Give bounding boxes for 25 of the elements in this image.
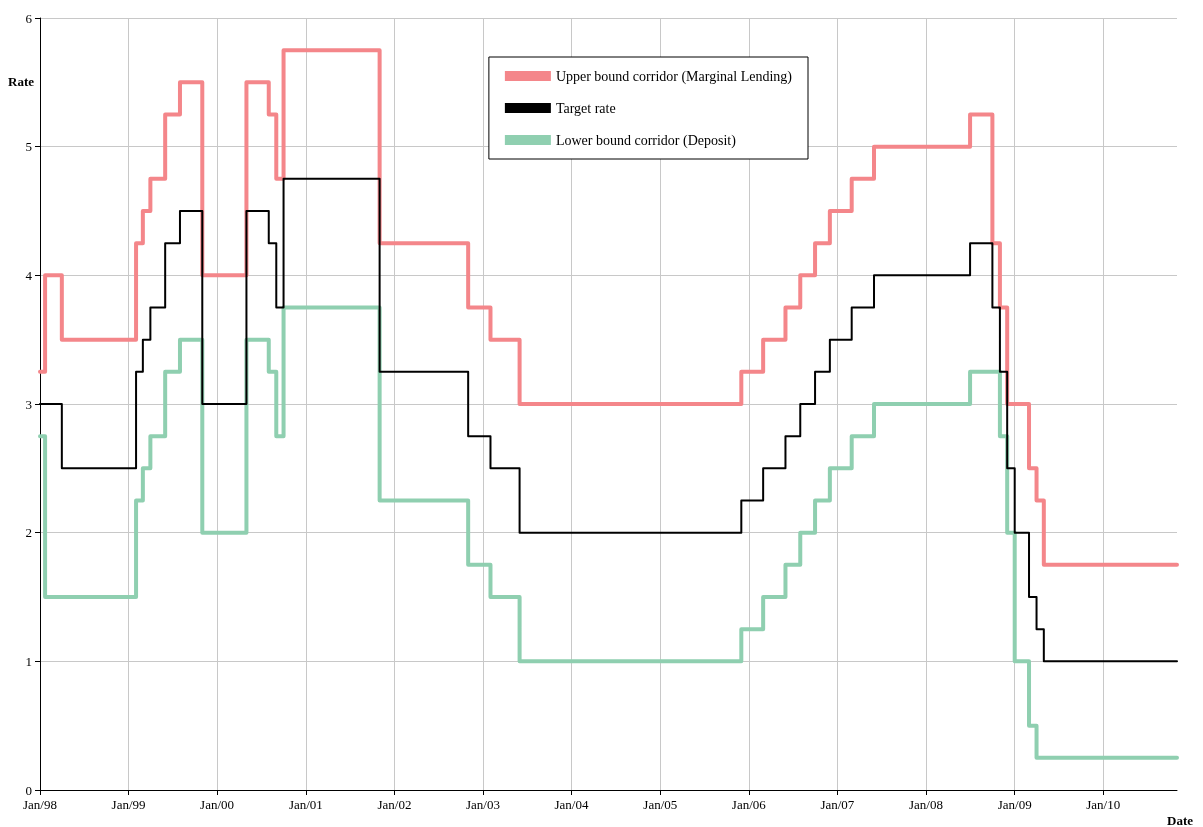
y-tick-label: 4	[25, 267, 33, 283]
x-tick-label: Jan/99	[111, 797, 146, 812]
x-tick-label: Jan/01	[288, 797, 323, 812]
x-tick-label: Jan/04	[554, 797, 589, 812]
legend-label: Lower bound corridor (Deposit)	[555, 132, 737, 149]
x-tick-label: Jan/05	[643, 797, 678, 812]
legend-label: Target rate	[555, 100, 616, 116]
x-tick-label: Jan/09	[997, 797, 1032, 812]
x-axis-title: Date	[1167, 813, 1194, 827]
x-tick-label: Jan/00	[200, 797, 235, 812]
x-tick-label: Jan/03	[465, 797, 500, 812]
y-tick-label: 5	[25, 139, 32, 155]
y-tick-label: 0	[25, 782, 32, 798]
y-tick-label: 2	[25, 525, 32, 541]
x-tick-label: Jan/06	[731, 797, 767, 812]
x-tick-label: Jan/02	[377, 797, 412, 812]
y-tick-label: 3	[25, 396, 32, 412]
x-tick-label: Jan/07	[820, 797, 855, 812]
y-axis-title: Rate	[8, 74, 35, 89]
legend-label: Upper bound corridor (Marginal Lending)	[555, 68, 793, 85]
x-tick-label: Jan/10	[1086, 797, 1121, 812]
y-tick-label: 1	[25, 653, 32, 669]
x-tick-label: Jan/98	[23, 797, 57, 812]
y-tick-label: 6	[25, 10, 33, 26]
x-tick-label: Jan/08	[908, 797, 943, 812]
